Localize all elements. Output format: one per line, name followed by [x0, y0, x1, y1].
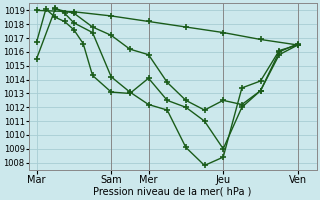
- X-axis label: Pression niveau de la mer( hPa ): Pression niveau de la mer( hPa ): [93, 187, 252, 197]
